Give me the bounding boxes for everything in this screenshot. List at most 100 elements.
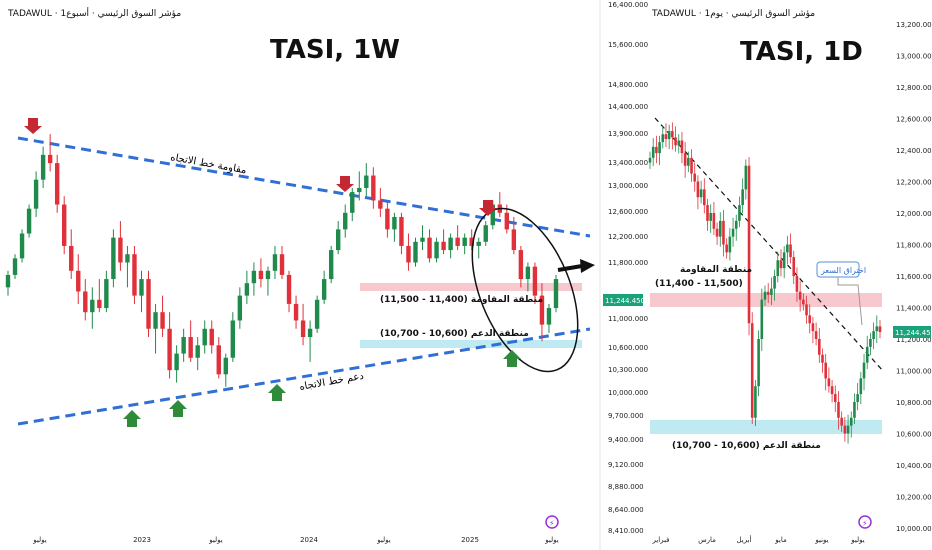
daily-candle-body	[667, 131, 671, 139]
daily-candle-body	[725, 244, 728, 253]
y-tick-label: 12,800.000	[896, 84, 932, 92]
candle-body	[279, 254, 285, 275]
candle-body	[181, 337, 186, 354]
candle-body	[265, 270, 271, 280]
lightning-icon[interactable]: ⚡	[858, 515, 872, 529]
candle-body	[174, 353, 179, 371]
support-zone-label: منطقة الدعم (10,600 - 10,700)	[380, 329, 529, 339]
daily-resistance-zone	[650, 293, 882, 307]
candle-body	[518, 250, 524, 280]
candle-body	[490, 204, 495, 226]
candle-body	[47, 154, 53, 164]
daily-candle-body	[840, 417, 843, 426]
candle-body	[546, 308, 552, 325]
x-tick-label: يوليو	[376, 536, 390, 544]
weekly-candles	[5, 134, 559, 387]
daily-candle-body	[789, 244, 792, 258]
resistance-zone-label: منطقة المقاومة (11,400 - 11,500)	[380, 295, 543, 305]
support-trendline	[17, 327, 591, 426]
candle-body	[272, 254, 278, 271]
candle-body	[413, 241, 418, 263]
daily-chart-title: TASI, 1D	[740, 37, 863, 67]
candle-body	[441, 241, 446, 251]
candle-body	[504, 212, 510, 230]
daily-candle-body	[814, 331, 818, 339]
daily-candle-body	[687, 157, 690, 166]
daily-support-zone-label: منطقة الدعم (10,600 - 10,700)	[672, 441, 821, 451]
daily-resistance-label-line1: منطقة المقاومة	[680, 265, 752, 275]
candle-body	[392, 216, 397, 230]
candle-body	[328, 250, 334, 280]
y-tick-label: 12,200.000	[896, 179, 932, 187]
daily-candle-body	[754, 386, 757, 418]
candle-body	[343, 212, 348, 230]
daily-candle-body	[648, 157, 652, 163]
daily-candle-body	[683, 153, 687, 166]
candle-body	[97, 299, 102, 309]
x-tick-label: يوليو	[544, 536, 558, 544]
left-y-tick-label: 8,640.000	[608, 506, 644, 514]
candle-body	[448, 237, 453, 251]
y-tick-label: 10,000.000	[896, 525, 932, 533]
candle-body	[483, 225, 488, 242]
daily-candle-body	[763, 291, 767, 300]
daily-candle-body	[865, 346, 869, 363]
left-y-tick-label: 8,410.000	[608, 527, 644, 535]
daily-candle-body	[734, 220, 738, 229]
weekly-x-axis: يوليو 2023 يوليو 2024 يوليو 2025 يوليو	[32, 536, 558, 544]
candle-body	[33, 179, 39, 209]
daily-candle-body	[779, 260, 783, 269]
left-y-tick-label: 12,200.000	[608, 233, 648, 241]
candle-body	[469, 237, 474, 246]
buy-arrow	[169, 400, 187, 417]
daily-candles	[648, 122, 882, 444]
daily-candle-body	[709, 213, 712, 221]
left-y-tick-label: 10,600.000	[608, 344, 648, 352]
candle-body	[54, 163, 60, 205]
candle-body	[90, 299, 95, 313]
daily-candle-body	[728, 236, 732, 253]
daily-x-tick-label: يوليو	[850, 536, 864, 544]
candle-body	[244, 283, 250, 296]
daily-candle-body	[760, 299, 764, 339]
x-tick-label: 2024	[300, 536, 318, 544]
left-y-tick-label: 8,880.000	[608, 483, 644, 491]
candle-body	[462, 237, 467, 246]
daily-candle-body	[750, 323, 754, 418]
candle-body	[251, 270, 257, 284]
resistance-trendline-label: مقاومة خط الاتجاه	[169, 152, 247, 176]
candle-body	[525, 266, 531, 280]
candle-body	[132, 254, 137, 296]
daily-candle-body	[674, 137, 677, 146]
candle-body	[350, 192, 355, 213]
candle-body	[76, 270, 81, 292]
y-tick-label: 12,000.000	[896, 210, 932, 218]
candle-body	[26, 208, 32, 234]
y-tick-label: 11,800.000	[896, 242, 932, 250]
y-tick-label: 11,600.000	[896, 273, 932, 281]
lightning-icon[interactable]: ⚡	[545, 515, 559, 529]
daily-candle-body	[696, 181, 700, 198]
support-trendline-label: دعم خط الاتجاه	[299, 371, 365, 393]
daily-x-axis: فبراير مارس أبريل مايو يونيو يوليو	[651, 535, 864, 544]
candle-body	[300, 320, 306, 338]
daily-candle-body	[802, 299, 805, 305]
resistance-trendline	[17, 136, 591, 238]
sell-arrow	[479, 200, 497, 216]
candle-body	[216, 345, 221, 375]
transition-arrow	[557, 259, 595, 273]
candle-body	[314, 299, 320, 329]
candle-body	[258, 270, 264, 280]
x-tick-label: 2025	[461, 536, 479, 544]
daily-candle-body	[805, 304, 808, 316]
breakout-callout: اختراق السعر	[816, 261, 866, 326]
candle-body	[237, 295, 243, 321]
candle-body	[378, 200, 383, 209]
daily-candle-body	[811, 323, 815, 332]
svg-text:⚡: ⚡	[549, 519, 555, 528]
left-y-tick-label: 9,700.000	[608, 412, 644, 420]
candle-body	[511, 229, 517, 251]
last-price-badge: 11,244.450	[893, 326, 932, 338]
y-tick-label: 11,200.000	[896, 336, 932, 344]
candle-body	[406, 245, 411, 263]
